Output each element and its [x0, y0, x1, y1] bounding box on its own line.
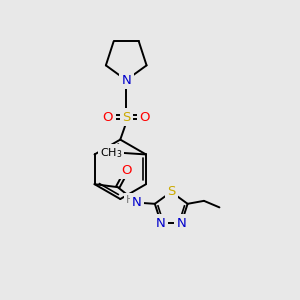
Text: N: N: [176, 217, 186, 230]
Text: N: N: [132, 196, 142, 209]
Text: O: O: [121, 164, 131, 177]
Text: N: N: [121, 74, 131, 87]
Text: CH$_3$: CH$_3$: [100, 146, 122, 160]
Text: O: O: [103, 111, 113, 124]
Text: S: S: [122, 111, 130, 124]
Text: O: O: [140, 111, 150, 124]
Text: N: N: [156, 217, 166, 230]
Text: H: H: [125, 195, 134, 205]
Text: S: S: [167, 185, 176, 198]
